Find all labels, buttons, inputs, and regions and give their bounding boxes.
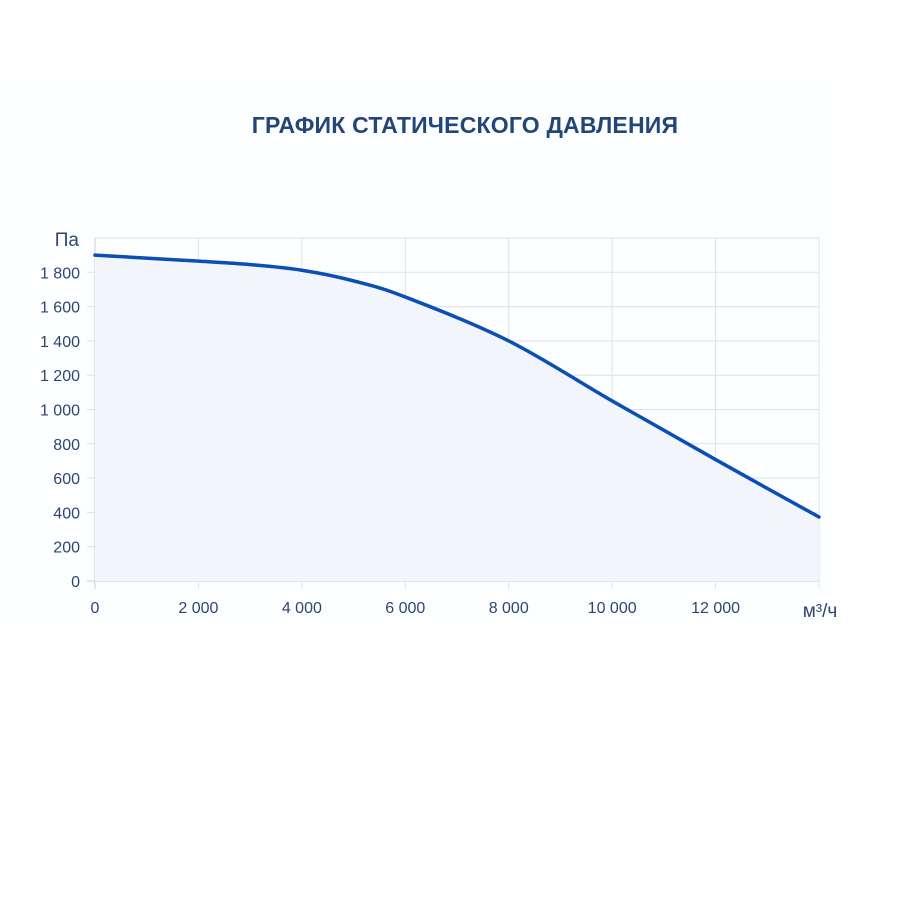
x-tick-label: 10 000	[588, 600, 637, 617]
y-tick-label: 200	[53, 540, 80, 557]
y-tick-label: 0	[71, 574, 80, 591]
y-tick-label: 1 000	[40, 403, 80, 420]
x-tick-label: 6 000	[385, 600, 425, 617]
y-tick-label: 600	[53, 471, 80, 488]
tick-labels: 0 200 400 600 800 1 000 1 200 1 400 1 600 1 800 0 2…	[40, 265, 740, 617]
y-tick-label: 1 200	[40, 368, 80, 385]
x-tick-label: 8 000	[489, 600, 529, 617]
x-axis-label: м³/ч	[803, 601, 838, 622]
x-tick-label: 12 000	[691, 600, 740, 617]
y-tick-label: 1 800	[40, 265, 80, 282]
y-axis-label: Па	[55, 230, 80, 251]
x-tick-label: 4 000	[282, 600, 322, 617]
y-tick-label: 800	[53, 437, 80, 454]
x-tick-label: 0	[91, 600, 100, 617]
area-fill	[95, 255, 819, 581]
chart-title: ГРАФИК СТАТИЧЕСКОГО ДАВЛЕНИЯ	[251, 112, 679, 138]
y-tick-label: 1 600	[40, 300, 80, 317]
y-tick-label: 400	[53, 505, 80, 522]
x-tick-label: 2 000	[178, 600, 218, 617]
series-line	[93, 253, 821, 519]
y-tick-label: 1 400	[40, 334, 80, 351]
